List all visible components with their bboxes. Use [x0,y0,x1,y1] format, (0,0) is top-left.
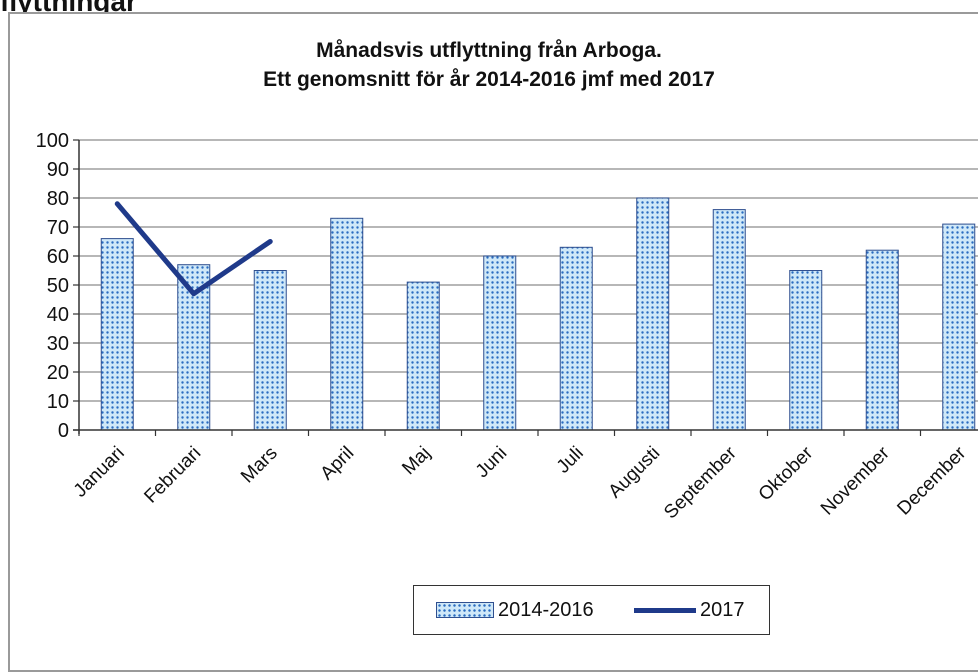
legend: 2014-2016 2017 [413,585,770,635]
y-tick-label-100: 100 [36,130,69,152]
y-tick-label-40: 40 [47,304,69,326]
bar-juni [484,256,516,430]
legend-item-2014-2016: 2014-2016 [436,598,594,622]
bar-oktober [790,271,822,431]
x-tick-label-februari: Februari [140,443,205,508]
bar-mars [254,271,286,431]
y-tick-label-90: 90 [47,159,69,181]
y-tick-label-50: 50 [47,275,69,297]
y-tick-label-0: 0 [58,420,69,442]
y-tick-label-70: 70 [47,217,69,239]
legend-label-2014-2016: 2014-2016 [498,599,594,622]
x-tick-label-juni: Juni [472,443,511,482]
x-tick-label-januari: Januari [70,443,129,502]
bar-augusti [637,198,669,430]
bar-februari [178,265,210,430]
y-tick-label-30: 30 [47,333,69,355]
gridlines [79,140,978,401]
x-tick-label-november: November [817,442,894,519]
x-tick-label-juli: Juli [553,443,588,478]
y-tick-label-60: 60 [47,246,69,268]
y-tick-label-20: 20 [47,362,69,384]
x-tick-label-mars: Mars [237,443,282,488]
y-tick-label-10: 10 [47,391,69,413]
legend-label-2017: 2017 [700,599,745,622]
x-tick-label-april: April [317,443,359,485]
x-tick-label-september: September [660,442,741,523]
legend-item-2017: 2017 [634,598,745,622]
x-tick-label-maj: Maj [398,443,435,480]
bar-september [713,210,745,430]
bar-november [866,250,898,430]
legend-swatch-line [634,608,696,613]
bar-januari [101,239,133,430]
legend-swatch-dotted-bar [436,602,494,618]
bar-maj [407,282,439,430]
bar-april [331,218,363,430]
y-tick-label-80: 80 [47,188,69,210]
bar-december [943,224,975,430]
x-tick-label-augusti: Augusti [605,443,665,503]
y-tick-labels: 0 10 20 30 40 50 60 70 80 90 100 [36,130,69,442]
x-tick-label-oktober: Oktober [755,442,818,505]
bar-juli [560,247,592,430]
x-tick-label-december: December [893,442,970,519]
